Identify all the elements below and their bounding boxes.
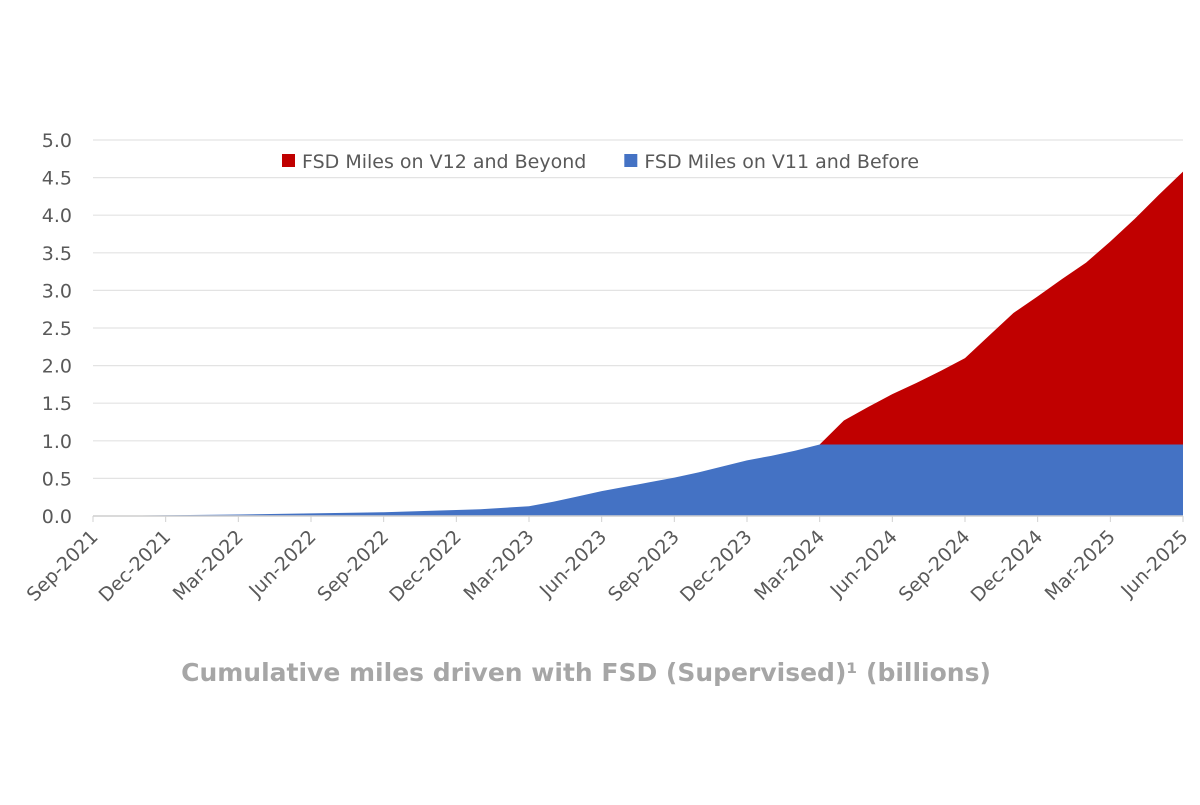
x-tick-label: Jun-2022 <box>244 526 320 602</box>
legend-swatch <box>624 154 638 167</box>
x-tick-label: Jun-2024 <box>826 526 902 602</box>
x-tick-label: Sep-2021 <box>23 526 103 606</box>
legend-label: FSD Miles on V12 and Beyond <box>302 151 586 173</box>
x-tick-label: Dec-2022 <box>385 526 466 607</box>
y-tick-label: 4.5 <box>42 168 72 190</box>
x-tick-label: Mar-2025 <box>1041 526 1120 605</box>
x-tick-label: Sep-2022 <box>313 526 393 606</box>
legend-swatch <box>282 154 295 167</box>
x-tick-label: Dec-2023 <box>676 526 757 607</box>
y-tick-label: 1.0 <box>42 431 72 453</box>
area <box>93 171 1183 517</box>
chart-title: Cumulative miles driven with FSD (Superv… <box>181 658 991 687</box>
y-tick-label: 3.5 <box>42 243 72 265</box>
y-tick-label: 0.5 <box>42 468 72 490</box>
x-tick-label: Mar-2024 <box>750 526 829 605</box>
x-tick-label: Sep-2024 <box>895 526 975 606</box>
legend: FSD Miles on V12 and Beyond FSD Miles on … <box>282 151 919 173</box>
x-tick-label: Mar-2022 <box>169 526 248 605</box>
x-tick-label: Jun-2025 <box>1116 526 1192 602</box>
y-tick-label: 2.5 <box>42 318 72 340</box>
y-tick-label: 4.0 <box>42 205 72 227</box>
x-tick-label: Mar-2023 <box>459 526 538 605</box>
y-tick-label: 2.0 <box>42 356 72 378</box>
x-tick-label: Dec-2024 <box>967 526 1048 607</box>
y-tick-label: 1.5 <box>42 393 72 415</box>
x-tick-label: Sep-2023 <box>604 526 684 606</box>
area <box>93 444 1183 516</box>
x-tick-label: Dec-2021 <box>95 526 176 607</box>
x-tick-label: Jun-2023 <box>535 526 611 602</box>
y-tick-label: 5.0 <box>42 130 72 152</box>
y-tick-label: 3.0 <box>42 280 72 302</box>
legend-label: FSD Miles on V11 and Before <box>644 151 919 173</box>
y-tick-label: 0.0 <box>42 506 72 528</box>
